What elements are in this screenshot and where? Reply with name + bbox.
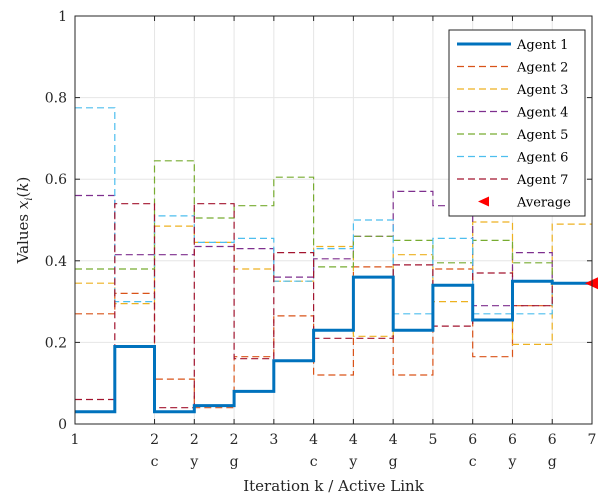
axes bbox=[74, 15, 593, 425]
y-axis-label: Values xi(k) bbox=[14, 177, 35, 265]
x-tick-link-3: g bbox=[230, 454, 239, 470]
x-tick-label-9: 6 bbox=[468, 432, 477, 448]
x-axis-label: Iteration k / Active Link bbox=[243, 477, 425, 495]
y-tick-label-4: 0.8 bbox=[45, 91, 67, 107]
y-tick-label-1: 0.2 bbox=[45, 335, 67, 351]
legend-label-agent-6: Agent 6 bbox=[516, 151, 568, 166]
y-axis-label-sub: i bbox=[24, 197, 35, 200]
x-tick-label-1: 2 bbox=[150, 432, 159, 448]
x-tick-link-10: y bbox=[508, 454, 517, 470]
x-tick-label-3: 2 bbox=[230, 432, 239, 448]
tick-labels: 1 2 c 2 y 2 g 3 4 c 4 y 4 g 5 6 c 6 y 6 g 7 0 0.2 0.4 0.6 0.8 1 bbox=[45, 9, 597, 470]
legend-label-agent-4: Agent 4 bbox=[516, 106, 568, 121]
y-axis-label-k: k bbox=[14, 183, 32, 192]
legend-swatch-average bbox=[478, 196, 489, 207]
x-tick-link-5: c bbox=[310, 454, 318, 470]
legend-label-agent-2: Agent 2 bbox=[516, 61, 568, 76]
x-tick-link-9: c bbox=[469, 454, 477, 470]
x-tick-label-12: 7 bbox=[588, 432, 597, 448]
axes-box bbox=[74, 15, 593, 425]
legend-label-agent-3: Agent 3 bbox=[516, 83, 568, 98]
x-tick-link-1: c bbox=[151, 454, 159, 470]
x-tick-label-5: 4 bbox=[309, 432, 318, 448]
x-tick-label-7: 4 bbox=[389, 432, 398, 448]
y-tick-label-0: 0 bbox=[58, 417, 67, 433]
series-layer bbox=[75, 107, 598, 414]
x-tick-label-2: 2 bbox=[190, 432, 199, 448]
x-tick-label-0: 1 bbox=[71, 432, 80, 448]
series-line-agent-5 bbox=[75, 160, 592, 284]
legend-label-agent-5: Agent 5 bbox=[516, 128, 568, 143]
y-axis-label-arg: ( bbox=[14, 192, 32, 198]
x-tick-link-7: g bbox=[389, 454, 398, 470]
y-axis-label-close: ) bbox=[14, 177, 32, 183]
legend-label-agent-1: Agent 1 bbox=[516, 38, 568, 53]
x-tick-link-11: g bbox=[548, 454, 557, 470]
x-tick-label-10: 6 bbox=[508, 432, 517, 448]
y-axis-label-math: x bbox=[14, 200, 32, 209]
series-line-agent-1 bbox=[75, 275, 592, 414]
x-tick-link-6: y bbox=[348, 454, 357, 470]
y-tick-label-5: 1 bbox=[58, 9, 67, 25]
series-line-agent-2 bbox=[75, 266, 592, 409]
y-tick-label-3: 0.6 bbox=[45, 172, 67, 188]
x-tick-link-2: y bbox=[189, 454, 198, 470]
x-tick-label-11: 6 bbox=[548, 432, 557, 448]
legend-box bbox=[448, 29, 586, 217]
x-tick-label-8: 5 bbox=[428, 432, 437, 448]
y-tick-label-2: 0.4 bbox=[45, 254, 67, 270]
y-axis-label-text: Values bbox=[14, 209, 32, 264]
legend-label-average: Average bbox=[516, 196, 571, 211]
x-tick-label-6: 4 bbox=[349, 432, 358, 448]
x-tick-label-4: 3 bbox=[269, 432, 278, 448]
series-line-agent-3 bbox=[75, 221, 592, 345]
legend-label-agent-7: Agent 7 bbox=[516, 173, 568, 188]
legend: Agent 1 Agent 2 Agent 3 Agent 4 Agent 5 Agent… bbox=[448, 29, 586, 217]
